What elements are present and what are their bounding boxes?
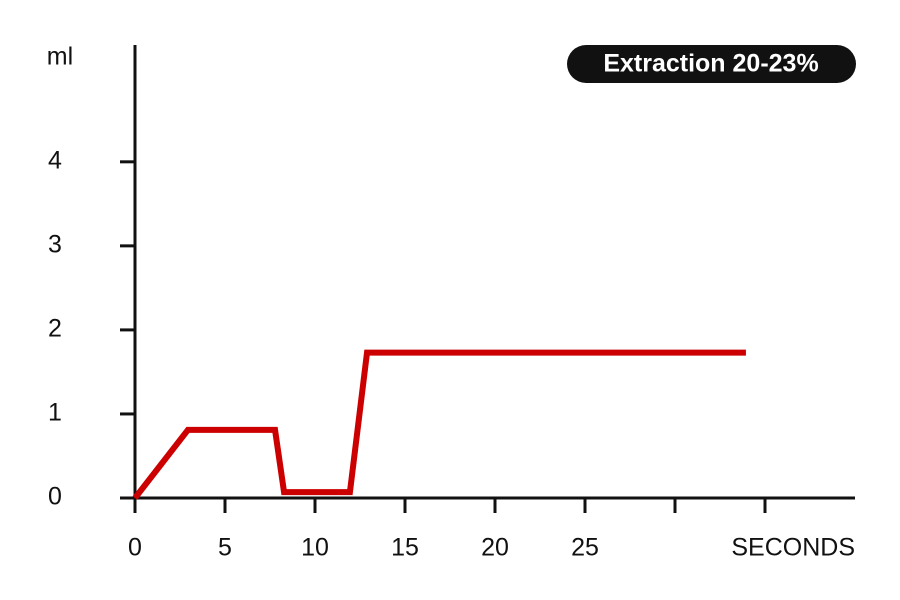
x-tick-label: 10 [301,534,329,562]
y-tick-label: 2 [48,315,62,343]
y-tick-label: 4 [48,146,62,174]
x-tick-label: 15 [391,534,419,562]
x-tick-label: 20 [481,534,509,562]
x-tick-label: 5 [218,534,232,562]
y-tick-label: 0 [48,483,62,511]
y-tick-label: 3 [48,230,62,258]
x-axis-label: SECONDS [731,534,855,562]
y-tick-label: 1 [48,399,62,427]
y-axis-label: ml [47,43,73,71]
x-tick-label: 0 [128,534,142,562]
x-tick-label: 25 [571,534,599,562]
data-line [132,349,746,500]
annotation: Extraction 20-23% [603,50,818,78]
annotation-badge [567,45,856,83]
